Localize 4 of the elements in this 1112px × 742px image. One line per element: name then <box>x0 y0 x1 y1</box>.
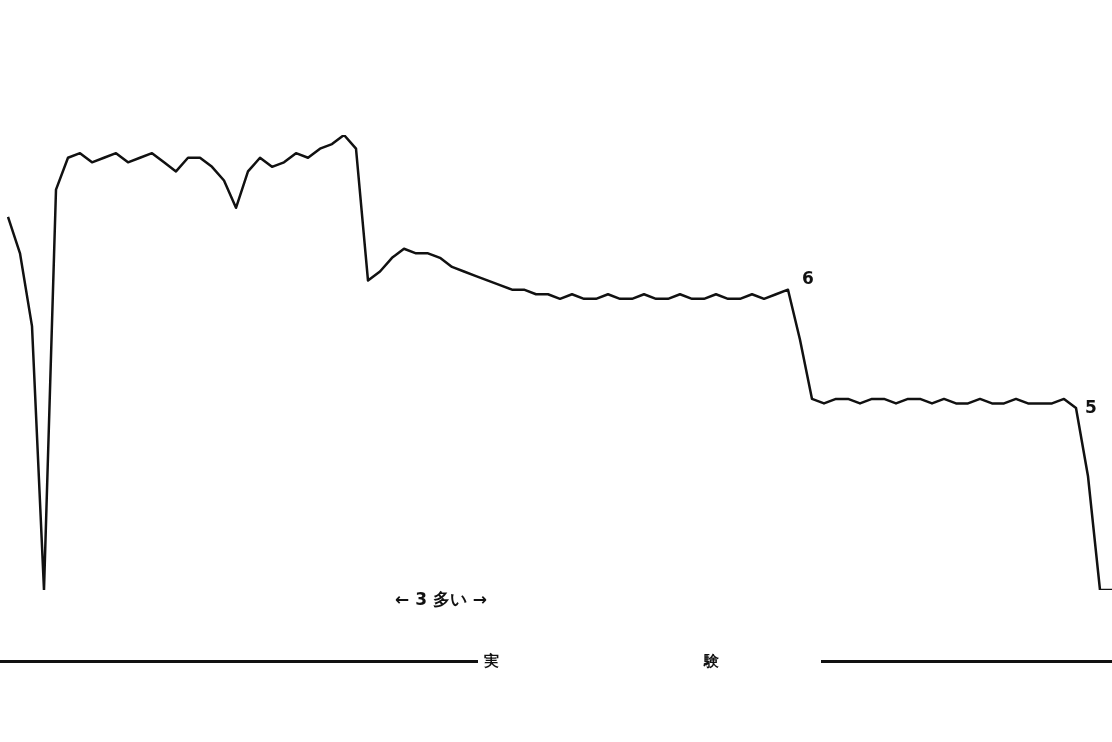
annotation: 5 <box>1085 397 1097 417</box>
annotation: 6 <box>802 268 814 288</box>
annotation: ← 3 多い → <box>395 588 488 611</box>
text: 実 験 <box>482 652 822 671</box>
